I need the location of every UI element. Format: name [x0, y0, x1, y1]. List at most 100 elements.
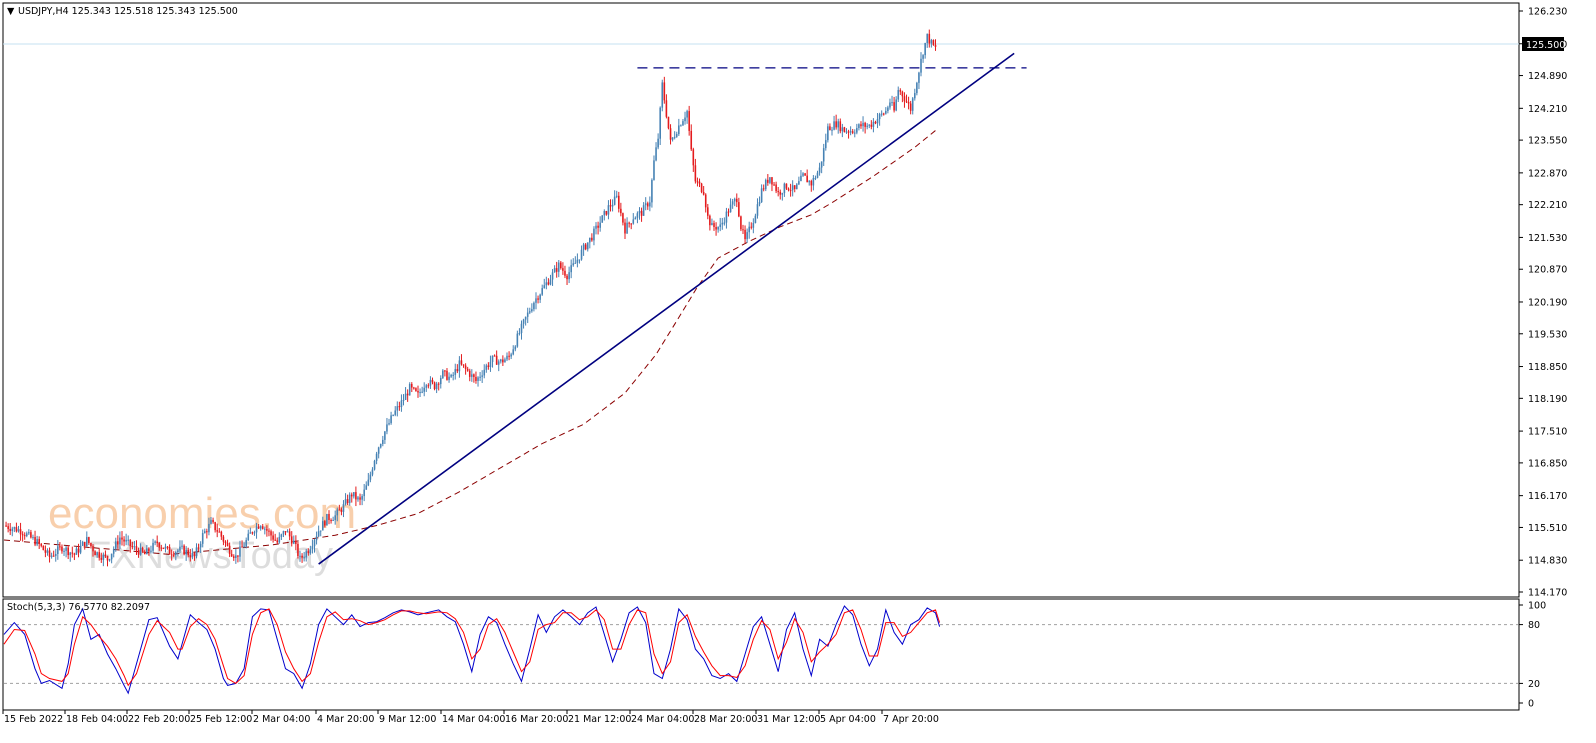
candle-bull: [764, 179, 767, 190]
candle-bull: [154, 541, 156, 543]
candle-bull: [353, 492, 355, 497]
candle-bull: [458, 360, 461, 372]
candle-bear: [15, 527, 18, 532]
candle-bear: [431, 379, 434, 383]
candle-bull: [452, 374, 454, 376]
price-tick-label: 126.230: [1528, 7, 1567, 18]
stochastic-main-line: [3, 605, 941, 695]
candle-bull: [57, 546, 59, 555]
price-pane: ▼ USDJPY,H4 125.343 125.518 125.343 125.…: [2, 2, 1567, 599]
candle-bear: [137, 550, 140, 555]
candle-bull: [334, 515, 336, 521]
candle-bull: [146, 548, 148, 555]
candle-bear: [270, 531, 272, 536]
candle-bull: [361, 496, 363, 500]
candle-bull: [924, 43, 926, 56]
candle-bear: [398, 406, 401, 408]
candle-bull: [13, 527, 16, 529]
candle-bear: [44, 550, 47, 553]
candle-bull: [497, 361, 500, 365]
candle-bear: [564, 270, 566, 276]
candle-bull: [510, 354, 512, 357]
candle-bull: [235, 555, 237, 558]
menu-triangle-icon[interactable]: ▼: [7, 6, 15, 17]
candle-bull: [442, 370, 444, 379]
candle-bull: [827, 126, 829, 141]
candle-bull: [11, 528, 14, 531]
candle-bull: [758, 202, 761, 205]
candle-bear: [261, 526, 264, 529]
candle-bear: [700, 183, 703, 192]
candle-bull: [686, 111, 688, 118]
candle-bull: [336, 509, 339, 516]
candle-bear: [692, 149, 695, 166]
candle-bear: [417, 391, 419, 393]
candle-bull: [402, 399, 405, 401]
candle-bull: [489, 361, 492, 367]
candle-bear: [646, 203, 649, 207]
candle-bear: [860, 124, 862, 127]
candle-bear: [702, 191, 705, 195]
stochastic-pane: Stoch(5,3,3) 76.5770 82.2097 100 80 20 0: [2, 598, 1546, 711]
candle-bear: [121, 537, 123, 540]
candle-bear: [266, 528, 268, 531]
candle-bull: [185, 550, 187, 555]
candle-bear: [183, 545, 185, 555]
candle-bull: [384, 431, 386, 440]
candle-bull: [191, 553, 194, 558]
candle-bull: [551, 272, 554, 280]
candle-bear: [806, 175, 808, 183]
candle-bull: [533, 302, 535, 310]
candle-bull: [615, 195, 618, 197]
candle-bull: [86, 537, 88, 547]
candle-bear: [707, 207, 709, 216]
candle-bear: [630, 223, 633, 225]
candle-bear: [487, 365, 490, 367]
candle-bull: [922, 55, 924, 59]
candle-bear: [162, 547, 165, 549]
candle-bull: [682, 121, 684, 126]
candle-bull: [673, 136, 676, 138]
candle-bull: [373, 460, 376, 470]
candle-bear: [330, 520, 332, 522]
candle-bear: [688, 111, 690, 131]
stochastic-tick-label: 0: [1528, 699, 1534, 710]
candle-bear: [187, 550, 190, 556]
candle-bear: [100, 557, 103, 560]
candle-bear: [444, 370, 446, 372]
price-tick-label: 116.170: [1528, 491, 1567, 502]
candle-bull: [578, 259, 581, 261]
candle-bear: [562, 268, 564, 271]
candle-bull: [518, 333, 521, 335]
candle-bull: [926, 33, 929, 44]
candle-bull: [796, 184, 798, 190]
candle-bear: [566, 275, 568, 280]
candle-bull: [634, 217, 637, 220]
candle-bull: [582, 244, 585, 250]
candle-bear: [34, 537, 36, 545]
price-tick-label: 120.870: [1528, 265, 1567, 276]
candle-bear: [771, 177, 773, 185]
candle-bull: [526, 312, 529, 317]
candle-bear: [276, 540, 279, 543]
candle-bull: [309, 549, 312, 554]
candle-bear: [663, 82, 666, 101]
candle-bear: [168, 546, 171, 555]
candle-bull: [175, 552, 177, 556]
watermark-economies: economies.com: [48, 489, 356, 538]
price-tick-label: 114.830: [1528, 556, 1567, 567]
candle-bull: [500, 359, 502, 362]
candle-bull: [177, 550, 179, 553]
candle-bear: [640, 210, 643, 216]
candle-bull: [595, 225, 597, 229]
candle-bull: [539, 294, 541, 300]
candle-bull: [319, 530, 322, 532]
candle-bear: [30, 532, 32, 538]
candle-bear: [537, 298, 539, 300]
candle-bull: [760, 188, 763, 203]
time-tick-label: 5 Apr 04:00: [820, 714, 876, 725]
support-trendline: [318, 52, 1015, 565]
candle-bear: [21, 534, 24, 536]
candle-bear: [466, 368, 469, 371]
candle-bull: [363, 489, 365, 497]
